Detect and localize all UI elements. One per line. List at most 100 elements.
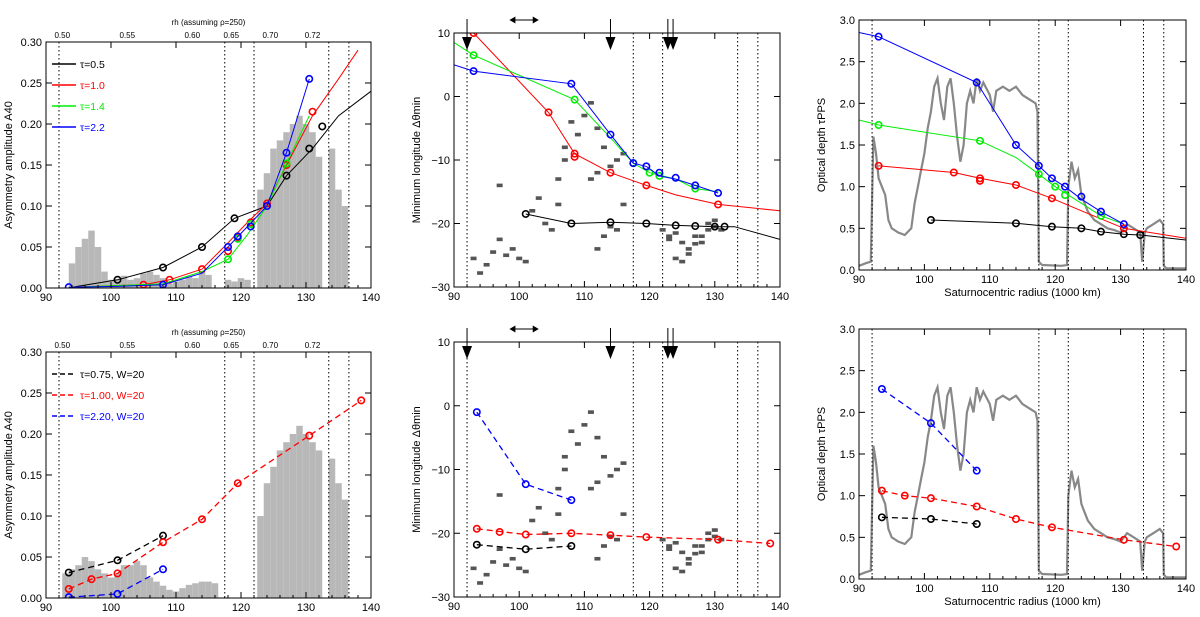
measurement-mark	[685, 247, 692, 251]
hist-bar	[270, 466, 277, 598]
series-marker	[975, 136, 984, 145]
measurement-mark	[496, 547, 503, 551]
hist-bar	[341, 206, 349, 288]
x-tick-label: 90	[448, 291, 460, 303]
y-tick-label: 0.15	[21, 470, 42, 482]
measurement-mark	[685, 252, 692, 256]
series-marker	[87, 575, 96, 584]
series-marker	[544, 108, 553, 117]
y-tick-label: 2.0	[840, 407, 855, 419]
y-tick-label: −20	[431, 219, 450, 231]
double-arrow-head	[532, 325, 539, 333]
series-marker	[570, 95, 579, 104]
x-tick-label: 130	[297, 602, 315, 614]
measurement-mark	[483, 572, 490, 577]
measurement-mark	[698, 544, 705, 548]
y-axis-label: Optical depth τPPS	[816, 98, 828, 192]
measurement-mark	[516, 566, 523, 571]
measurement-mark	[711, 218, 718, 223]
measurement-mark	[698, 240, 705, 245]
series-marker	[567, 541, 576, 550]
series-line	[473, 33, 780, 212]
series-marker	[975, 176, 984, 185]
x-tick-label: 90	[40, 602, 52, 614]
measurement-mark	[496, 183, 503, 188]
measurement-mark	[470, 256, 477, 261]
series-marker	[1096, 207, 1105, 216]
series-marker	[877, 513, 886, 522]
y-tick-label: 1.0	[840, 491, 855, 503]
series-marker	[975, 174, 984, 183]
y-tick-label: 10	[438, 337, 450, 349]
hist-bar	[153, 581, 160, 598]
measurement-mark	[548, 537, 555, 542]
hist-bar	[302, 124, 310, 288]
y-tick-label: 3.0	[840, 15, 855, 27]
hist-bar	[244, 279, 251, 288]
resonance-arrow-head	[605, 346, 616, 359]
hist-bar	[185, 584, 193, 598]
measurement-mark	[477, 271, 484, 275]
hist-bar	[205, 581, 212, 598]
series-marker	[655, 171, 664, 180]
series-line	[454, 64, 719, 194]
y-tick-label: 2.5	[840, 366, 855, 378]
hist-bar	[276, 450, 284, 598]
hist-bar	[107, 577, 115, 598]
measurement-mark	[666, 544, 673, 548]
resonance-arrow-head	[668, 37, 679, 50]
measurement-mark	[679, 259, 686, 264]
x-tick-label: 100	[915, 583, 933, 595]
hist-bar	[302, 434, 310, 598]
measurement-mark	[659, 228, 666, 232]
series-marker	[645, 168, 654, 177]
hist-bar	[75, 565, 82, 598]
measurement-mark	[672, 541, 679, 545]
measurement-mark	[666, 237, 673, 242]
series-marker	[282, 171, 291, 180]
y-tick-label: −10	[431, 465, 450, 477]
x-tick-label: 130	[706, 601, 724, 613]
measurement-mark	[659, 537, 666, 542]
measurement-mark	[509, 247, 516, 251]
series-marker	[972, 502, 981, 511]
series-marker	[282, 159, 291, 168]
panel-tau-top: 90 100 110 120 130 140 0.0 0.5 1.0 1.5 2.0 2.5 3.0 Op…	[816, 15, 1195, 299]
series-marker	[198, 515, 207, 524]
series-line	[71, 115, 310, 288]
series-marker	[357, 396, 366, 405]
series-marker	[972, 466, 981, 475]
measurement-mark	[542, 221, 549, 226]
hist-bar	[198, 271, 206, 288]
top-axis-label: rh (assuming ρ=250)	[172, 18, 246, 27]
hist-bar	[315, 450, 323, 598]
y-tick-label: 3.0	[840, 324, 855, 336]
series-marker	[521, 545, 530, 554]
series-marker	[1034, 161, 1043, 170]
x-tick-label: 130	[1111, 583, 1129, 595]
series-marker	[874, 32, 883, 41]
x-tick-label: 140	[771, 291, 789, 303]
x-axis-label: Saturnocentric radius (1000 km)	[944, 287, 1101, 299]
series-marker	[671, 173, 680, 182]
series-marker	[1047, 174, 1056, 183]
hist-bar	[81, 238, 89, 288]
series-marker	[318, 122, 327, 131]
hist-bar	[140, 565, 147, 598]
measurement-mark	[620, 512, 627, 516]
measurement-mark	[496, 493, 503, 497]
hist-bar	[68, 569, 76, 598]
measurement-mark	[581, 423, 588, 427]
hist-bar	[289, 434, 297, 598]
measurement-mark	[535, 505, 542, 510]
x-tick-label: 90	[853, 583, 865, 595]
series-marker	[282, 148, 291, 157]
x-tick-label: 130	[706, 291, 724, 303]
series-marker	[691, 222, 700, 231]
plot-area	[454, 33, 780, 287]
series-marker	[305, 144, 314, 153]
hist-bar	[101, 573, 108, 598]
series-line	[71, 90, 371, 288]
hist-bar	[179, 588, 186, 598]
